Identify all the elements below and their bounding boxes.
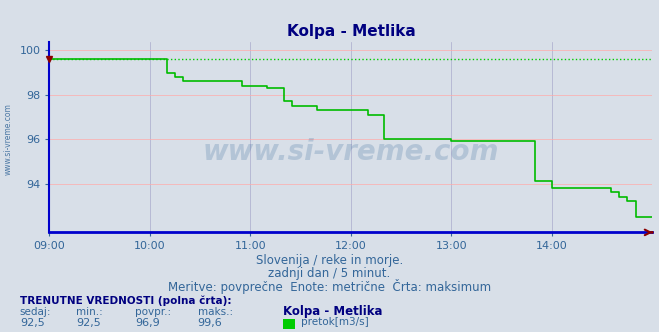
Text: Kolpa - Metlika: Kolpa - Metlika <box>283 305 383 318</box>
Text: www.si-vreme.com: www.si-vreme.com <box>203 138 499 166</box>
Text: TRENUTNE VREDNOSTI (polna črta):: TRENUTNE VREDNOSTI (polna črta): <box>20 295 231 306</box>
Text: 92,5: 92,5 <box>76 318 101 328</box>
Text: min.:: min.: <box>76 307 103 317</box>
Text: sedaj:: sedaj: <box>20 307 51 317</box>
Text: 92,5: 92,5 <box>20 318 45 328</box>
Text: zadnji dan / 5 minut.: zadnji dan / 5 minut. <box>268 267 391 280</box>
Text: www.si-vreme.com: www.si-vreme.com <box>3 104 13 175</box>
Text: Slovenija / reke in morje.: Slovenija / reke in morje. <box>256 254 403 267</box>
Text: 99,6: 99,6 <box>198 318 223 328</box>
Text: 96,9: 96,9 <box>135 318 160 328</box>
Text: maks.:: maks.: <box>198 307 233 317</box>
Title: Kolpa - Metlika: Kolpa - Metlika <box>287 24 415 39</box>
Text: Meritve: povprečne  Enote: metrične  Črta: maksimum: Meritve: povprečne Enote: metrične Črta:… <box>168 279 491 293</box>
Text: povpr.:: povpr.: <box>135 307 171 317</box>
Text: pretok[m3/s]: pretok[m3/s] <box>301 317 368 327</box>
